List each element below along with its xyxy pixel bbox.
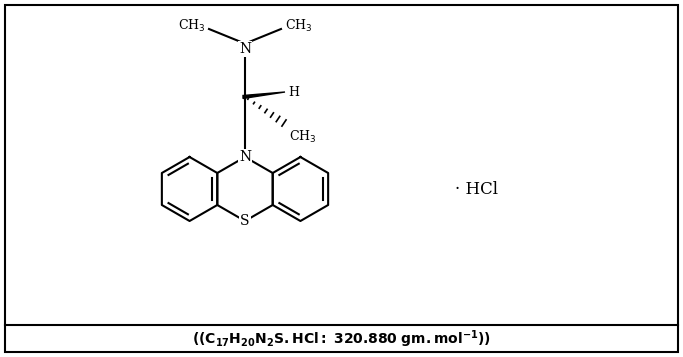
Text: $\mathbf{((C_{17}H_{20}N_2S.HCl{:}\ 320.880\ gm.mol^{-1}))}$: $\mathbf{((C_{17}H_{20}N_2S.HCl{:}\ 320.…	[191, 328, 490, 350]
Text: CH$_3$: CH$_3$	[289, 129, 316, 145]
Text: N: N	[239, 150, 251, 164]
Text: S: S	[240, 214, 250, 228]
Text: CH$_3$: CH$_3$	[285, 18, 312, 34]
Text: CH$_3$: CH$_3$	[178, 18, 205, 34]
Text: N: N	[239, 42, 251, 56]
Polygon shape	[243, 92, 285, 99]
Text: H: H	[288, 85, 299, 99]
Text: · HCl: · HCl	[455, 181, 498, 197]
